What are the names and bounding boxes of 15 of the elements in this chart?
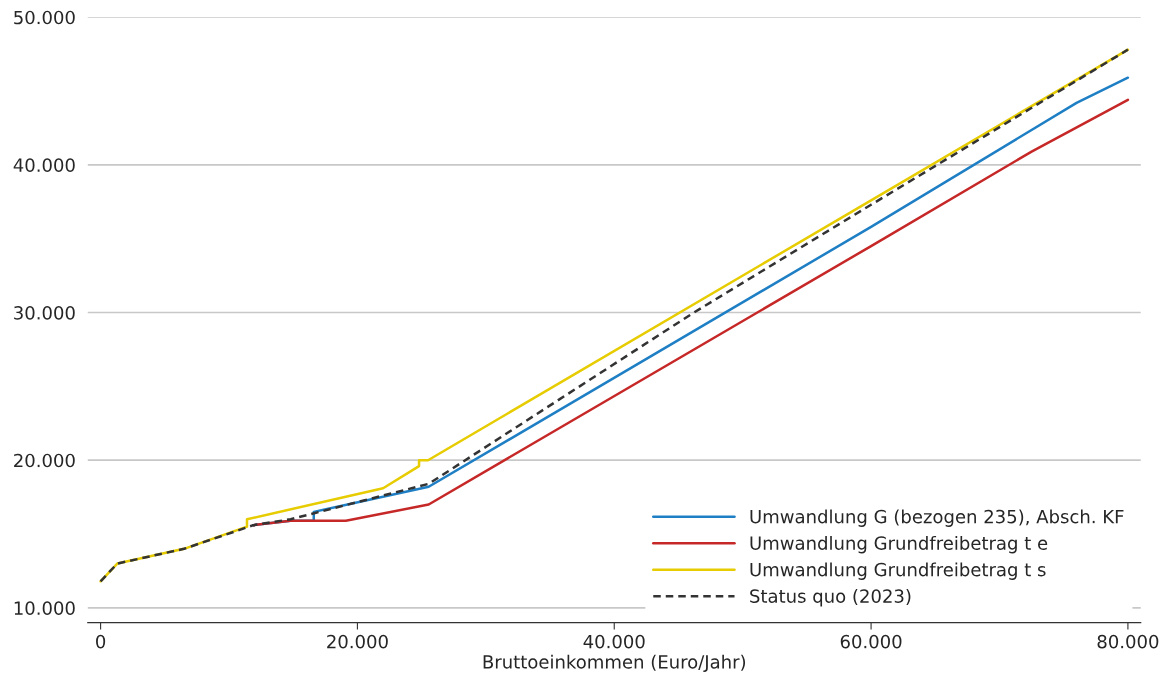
- y-tick-label: 40.000: [13, 158, 75, 172]
- y-tick-label: 30.000: [14, 306, 75, 320]
- legend-label: Umwandlung Grundfreibetrag t e: [750, 535, 1048, 554]
- y-tick-label: 50.000: [14, 10, 75, 25]
- x-tick-label: 40.000: [583, 634, 645, 649]
- x-tick-label: 60.000: [840, 634, 902, 649]
- x-axis-title: Bruttoeinkommen (Euro/Jahr): [483, 654, 746, 673]
- legend-label: Umwandlung G (bezogen 235), Absch. KF: [750, 509, 1124, 527]
- legend-label: Umwandlung Grundfreibetrag t s: [750, 562, 1046, 580]
- x-tick-label: 20.000: [327, 634, 388, 649]
- x-tick-label: 0: [96, 634, 106, 649]
- y-tick-label: 20.000: [14, 453, 75, 468]
- legend-label: Status quo (2023): [750, 588, 911, 607]
- x-tick-label: 80.000: [1097, 634, 1159, 649]
- y-tick-label: 10.000: [14, 601, 75, 615]
